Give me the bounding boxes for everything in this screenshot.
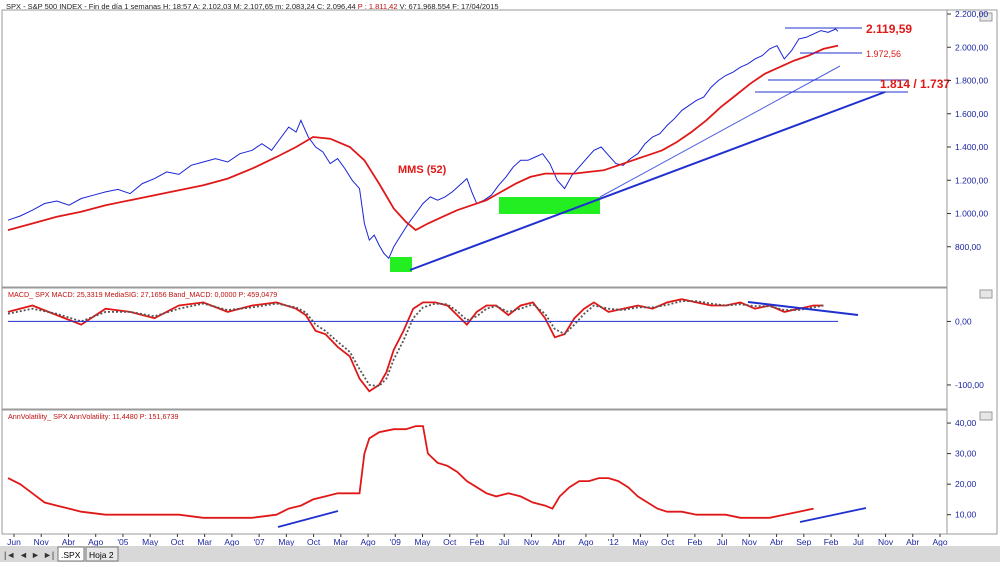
x-tick-label: May — [142, 537, 159, 547]
y-tick-label: 2.200,00 — [955, 9, 988, 19]
header-ohlc: H: 18:57 A: 2.102,03 M: 2.107,65 m: 2.08… — [161, 2, 356, 11]
tab-hoja2-label: Hoja 2 — [89, 550, 114, 560]
y-tick-label: 1.800,00 — [955, 76, 988, 86]
nav-first-icon[interactable]: |◄ — [4, 550, 15, 560]
trendline-inner — [599, 65, 841, 198]
x-tick-label: May — [278, 537, 295, 547]
y-tick-label: 1.600,00 — [955, 109, 988, 119]
tab-bar — [0, 546, 1000, 562]
header-f: F: 17/04/2015 — [450, 2, 498, 11]
label-level-high: 2.119,59 — [866, 22, 912, 36]
nav-last-icon[interactable]: ►| — [43, 550, 54, 560]
y-tick-label: 800,00 — [955, 242, 981, 252]
x-tick-label: Jul — [499, 537, 510, 547]
label-level-low: 1.814 / 1.737 — [880, 77, 950, 91]
x-tick-label: Oct — [443, 537, 457, 547]
x-tick-label: Abr — [770, 537, 783, 547]
tab-nav-buttons: |◄ ◄ ► ►| — [4, 550, 54, 560]
series-spx — [7, 28, 839, 260]
x-tick-label: Feb — [688, 537, 703, 547]
x-tick-label: Oct — [171, 537, 185, 547]
y-tick-label: 40,00 — [955, 418, 977, 428]
x-tick-label: Nov — [34, 537, 50, 547]
x-tick-label: Jul — [853, 537, 864, 547]
series-annvolatility — [7, 425, 814, 519]
x-tick-label: Mar — [334, 537, 349, 547]
x-tick-label: Jul — [717, 537, 728, 547]
x-tick-label: Ago — [88, 537, 103, 547]
vol-plot — [7, 425, 867, 528]
price-panel — [1, 9, 948, 288]
x-tick-label: Abr — [62, 537, 75, 547]
y-tick-label: 10,00 — [955, 510, 977, 520]
x-tick-label: Abr — [906, 537, 919, 547]
vol-scroll-button[interactable] — [979, 411, 993, 421]
vol-header: AnnVolatility_ SPX AnnVolatility: 11,448… — [8, 412, 179, 421]
x-tick-label: Mar — [197, 537, 212, 547]
x-tick-label: '09 — [390, 537, 401, 547]
x-tick-label: Feb — [824, 537, 839, 547]
y-tick-label: -100,00 — [955, 380, 984, 390]
label-level-mid: 1.972,56 — [866, 49, 901, 59]
header-p: P : 1.811,42 — [356, 2, 398, 11]
macd-plot — [7, 298, 859, 393]
macd-divergence-line — [747, 301, 859, 316]
x-tick-label: Ago — [224, 537, 239, 547]
vol-trend-line-2 — [799, 507, 867, 523]
y-tick-label: 20,00 — [955, 479, 977, 489]
y-tick-label: 1.000,00 — [955, 209, 988, 219]
y-tick-label: 2.000,00 — [955, 42, 988, 52]
nav-next-icon[interactable]: ► — [31, 550, 40, 560]
x-tick-label: Nov — [524, 537, 540, 547]
y-tick-label: 1.400,00 — [955, 142, 988, 152]
tab-spx-label: .SPX — [61, 550, 81, 560]
x-tick-label: Nov — [742, 537, 758, 547]
macd-scroll-button[interactable] — [979, 289, 993, 299]
x-tick-label: May — [414, 537, 431, 547]
x-tick-label: Sep — [796, 537, 811, 547]
support-box-2011 — [499, 197, 600, 214]
tab-hoja2[interactable] — [85, 546, 119, 562]
y-tick-label: 30,00 — [955, 449, 977, 459]
nav-prev-icon[interactable]: ◄ — [19, 550, 28, 560]
price-plot: 2.119,59 1.972,56 1.814 / 1.737 MMS (52) — [7, 22, 950, 272]
header-v: V: 671.968.554 — [398, 2, 451, 11]
x-tick-label: May — [632, 537, 649, 547]
vol-trend-line-1 — [277, 510, 339, 528]
y-tick-label: 0,00 — [955, 316, 972, 326]
y-tick-label: 1.200,00 — [955, 175, 988, 185]
x-tick-label: '07 — [254, 537, 265, 547]
x-tick-label: '05 — [117, 537, 128, 547]
series-mms-52- — [7, 44, 839, 232]
header-title: SPX - S&P 500 INDEX - Fin de día 1 seman… — [6, 2, 161, 11]
x-tick-label: Nov — [878, 537, 894, 547]
x-tick-label: Ago — [578, 537, 593, 547]
x-tick-label: Oct — [307, 537, 321, 547]
macd-panel — [1, 287, 948, 410]
x-tick-label: Oct — [661, 537, 675, 547]
support-box-2009 — [390, 257, 412, 272]
y-axis-area — [946, 9, 998, 535]
price-header: SPX - S&P 500 INDEX - Fin de día 1 seman… — [6, 2, 499, 11]
x-tick-label: Ago — [360, 537, 375, 547]
x-tick-label: '12 — [608, 537, 619, 547]
tab-spx[interactable] — [57, 546, 85, 562]
trendline-main — [409, 91, 886, 271]
macd-header: MACD_ SPX MACD: 25,3319 MediaSIG: 27,165… — [8, 290, 277, 299]
x-tick-label: Abr — [552, 537, 565, 547]
panel-buttons — [979, 12, 993, 421]
price-scroll-button[interactable] — [979, 12, 993, 22]
y-axis-labels: 2.200,00 2.000,00 1.800,00 1.600,00 1.400,00… — [947, 9, 988, 520]
x-tick-label: Jun — [7, 537, 21, 547]
x-axis-labels: Jun Nov Abr Ago '05 May Oct Mar Ago '07 May Oct Mar A… — [2, 533, 948, 547]
x-tick-label: Ago — [932, 537, 947, 547]
series-mediasig — [7, 300, 824, 388]
label-mms: MMS (52) — [398, 164, 447, 176]
x-tick-label: Feb — [470, 537, 485, 547]
